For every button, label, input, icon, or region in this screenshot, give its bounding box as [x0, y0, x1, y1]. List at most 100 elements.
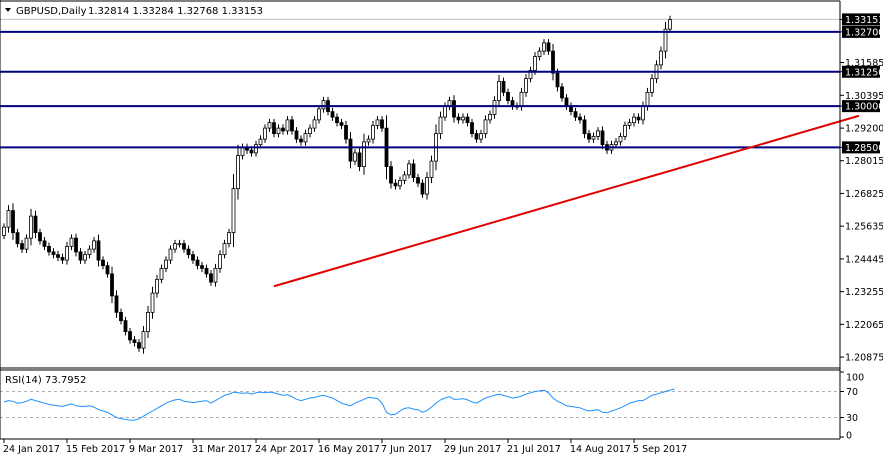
- candle: [209, 270, 213, 286]
- candle: [537, 47, 542, 61]
- candle: [191, 250, 195, 264]
- trendline-layer[interactable]: [273, 114, 860, 288]
- chart-frame: [0, 0, 841, 440]
- candle: [600, 126, 605, 150]
- candle: [582, 115, 587, 139]
- trendline[interactable]: [273, 114, 860, 288]
- date-tick-label: 29 Jun 2017: [444, 444, 501, 455]
- candle: [15, 228, 20, 248]
- candle: [308, 124, 312, 138]
- candle: [389, 161, 393, 189]
- candle: [24, 234, 29, 253]
- candle: [519, 87, 524, 111]
- candle: [245, 143, 249, 154]
- candle: [483, 115, 488, 139]
- candle: [141, 326, 146, 354]
- candle: [155, 274, 159, 298]
- price-tick-label: 1.26825: [845, 189, 883, 200]
- candle: [294, 127, 299, 143]
- candle: [668, 15, 672, 33]
- date-tick-label: 31 Mar 2017: [192, 444, 252, 455]
- candle: [74, 233, 78, 257]
- candle: [335, 113, 339, 127]
- candle: [173, 239, 177, 253]
- candle: [236, 144, 240, 200]
- candle: [123, 316, 128, 336]
- candle: [96, 234, 101, 267]
- candle: [281, 124, 285, 135]
- price-tick-label: 1.31585: [845, 58, 883, 69]
- price-tick-label: 1.32700: [845, 27, 883, 38]
- candle: [47, 242, 51, 256]
- candle: [474, 129, 479, 143]
- candle: [663, 21, 668, 59]
- candle: [632, 113, 636, 127]
- candle: [461, 113, 465, 124]
- candle: [87, 245, 92, 259]
- candle: [110, 266, 114, 304]
- date-tick-label: 24 Jan 2017: [3, 444, 60, 455]
- candle: [78, 248, 83, 264]
- rsi-tick-label: 70: [846, 387, 858, 398]
- candle: [303, 129, 308, 146]
- price-tick-label: 1.25635: [845, 222, 883, 233]
- candle: [299, 135, 303, 146]
- candle: [56, 250, 60, 262]
- candle: [353, 149, 357, 165]
- chart-header: GBPUSD,Daily 1.32814 1.33284 1.32768 1.3…: [5, 6, 263, 17]
- candle: [312, 116, 317, 132]
- level-price-tag: [842, 141, 880, 154]
- candle: [479, 129, 483, 143]
- date-tick-label: 24 Apr 2017: [255, 444, 314, 455]
- candle: [263, 124, 267, 143]
- candle: [546, 39, 551, 55]
- candle: [150, 286, 155, 319]
- candle: [186, 245, 191, 259]
- rsi-tick-label: 100: [846, 373, 864, 384]
- horizontal-levels[interactable]: [0, 30, 840, 149]
- candle: [564, 94, 569, 110]
- candle: [393, 179, 398, 190]
- candle: [501, 77, 506, 97]
- candle: [285, 116, 290, 135]
- candle: [425, 172, 429, 200]
- price-tick-label: 1.33153: [845, 15, 883, 26]
- symbol-title: GBPUSD,Daily: [16, 6, 87, 17]
- date-tick-label: 7 Jun 2017: [381, 444, 432, 455]
- price-tick-label: 1.24445: [845, 254, 883, 265]
- candle: [623, 121, 627, 141]
- candle: [11, 203, 15, 240]
- candle: [542, 39, 546, 55]
- candle: [456, 113, 461, 124]
- candle: [128, 327, 132, 344]
- candle: [177, 239, 182, 248]
- candle: [222, 239, 227, 259]
- candle: [380, 116, 384, 132]
- candle: [407, 160, 411, 179]
- candle: [357, 148, 362, 172]
- candle: [60, 253, 65, 264]
- level-price-tag: [842, 65, 880, 78]
- price-tick-label: 1.28500: [845, 143, 883, 154]
- rsi-tick-label: 0: [846, 431, 852, 442]
- candle: [195, 256, 200, 270]
- candle: [618, 132, 623, 146]
- time-axis: 24 Jan 2017 15 Feb 2017 9 Mar 2017 31 Mar 2…: [3, 439, 687, 455]
- date-tick-label: 21 Jul 2017: [507, 444, 561, 455]
- symbol-dropdown-icon[interactable]: [5, 8, 11, 12]
- date-tick-label: 15 Feb 2017: [66, 444, 125, 455]
- candle: [528, 66, 533, 83]
- candle: [137, 338, 141, 352]
- candle: [591, 132, 596, 143]
- candle: [375, 116, 380, 130]
- rsi-series: 100 70 30 0: [0, 371, 864, 442]
- candle: [596, 127, 600, 141]
- candle: [465, 113, 470, 127]
- candle: [330, 107, 335, 121]
- candle: [200, 261, 204, 273]
- candle: [398, 176, 402, 190]
- price-tick-label: 1.31250: [845, 67, 883, 78]
- candle: [20, 239, 24, 253]
